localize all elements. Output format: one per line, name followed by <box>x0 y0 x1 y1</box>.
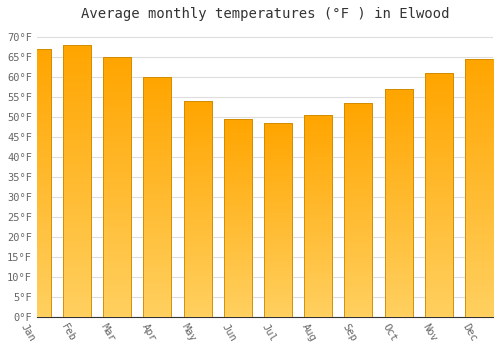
Title: Average monthly temperatures (°F ) in Elwood: Average monthly temperatures (°F ) in El… <box>80 7 449 21</box>
Bar <box>344 103 372 317</box>
Bar <box>63 45 91 317</box>
Bar <box>184 101 212 317</box>
Bar <box>144 77 172 317</box>
Bar <box>465 59 493 317</box>
Bar <box>424 73 453 317</box>
Bar <box>224 119 252 317</box>
Bar <box>304 115 332 317</box>
Bar <box>224 119 252 317</box>
Bar <box>384 89 412 317</box>
Bar <box>63 45 91 317</box>
Bar <box>264 123 292 317</box>
Bar <box>344 103 372 317</box>
Bar <box>184 101 212 317</box>
Bar <box>465 59 493 317</box>
Bar <box>264 123 292 317</box>
Bar <box>424 73 453 317</box>
Bar <box>304 115 332 317</box>
Bar <box>103 57 132 317</box>
Bar <box>103 57 132 317</box>
Bar <box>22 49 51 317</box>
Bar <box>144 77 172 317</box>
Bar <box>22 49 51 317</box>
Bar <box>384 89 412 317</box>
